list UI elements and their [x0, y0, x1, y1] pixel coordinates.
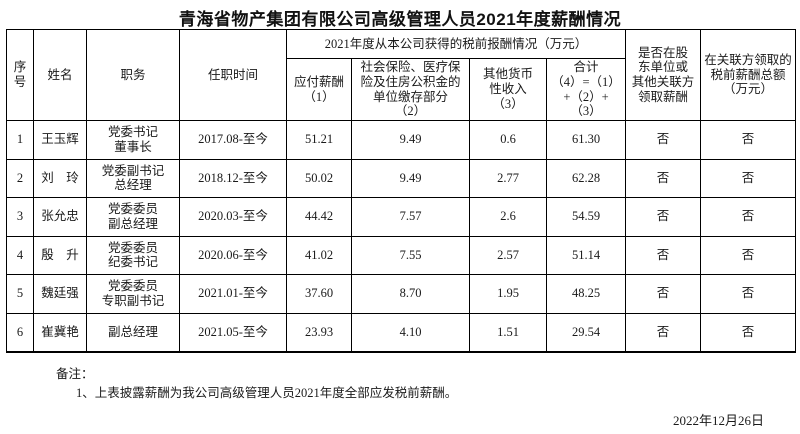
cell-related-flag: 否: [625, 274, 702, 314]
cell-position: 党委书记 董事长: [86, 120, 180, 160]
cell-social: 7.57: [351, 197, 470, 237]
header-related-party-amount: 在关联方领取的 税前薪酬总额 （万元）: [700, 29, 797, 121]
cell-total: 54.59: [545, 197, 627, 237]
table-row: 6 崔冀艳 副总经理 2021.05-至今 23.93 4.10 1.51 29…: [6, 312, 797, 352]
cell-related-flag: 否: [625, 158, 702, 198]
cell-total: 62.28: [545, 158, 627, 198]
cell-total: 48.25: [545, 274, 627, 314]
cell-related-flag: 否: [625, 120, 702, 160]
cell-serial: 4: [6, 235, 34, 275]
cell-related-amount: 否: [700, 235, 797, 275]
table-row: 2 刘 玲 党委副书记 总经理 2018.12-至今 50.02 9.49 2.…: [6, 158, 797, 198]
cell-position: 副总经理: [86, 312, 180, 352]
cell-other: 1.95: [469, 274, 547, 314]
table-row: 1 王玉辉 党委书记 董事长 2017.08-至今 51.21 9.49 0.6…: [6, 120, 797, 160]
cell-social: 9.49: [351, 158, 470, 198]
cell-name: 殷 升: [33, 235, 87, 275]
table-row: 3 张允忠 党委委员 副总经理 2020.03-至今 44.42 7.57 2.…: [6, 197, 797, 237]
cell-position: 党委委员 纪委书记: [86, 235, 180, 275]
cell-tenure: 2021.05-至今: [179, 312, 287, 352]
remarks-block: 备注： 1、上表披露薪酬为我公司高级管理人员2021年度全部应发税前薪酬。: [56, 367, 800, 402]
header-total: 合计 （4）=（1） +（2）+ （3）: [545, 58, 627, 121]
cell-serial: 1: [6, 120, 34, 160]
header-related-party-flag: 是否在股 东单位或 其他关联方 领取薪酬: [625, 29, 702, 121]
cell-other: 1.51: [469, 312, 547, 352]
header-name: 姓名: [33, 29, 87, 121]
cell-other: 2.6: [469, 197, 547, 237]
cell-payable: 37.60: [286, 274, 352, 314]
cell-related-flag: 否: [625, 312, 702, 352]
header-social-insurance: 社会保险、医疗保 险及住房公积金的 单位缴存部分 （2）: [351, 58, 470, 121]
cell-tenure: 2017.08-至今: [179, 120, 287, 160]
cell-social: 4.10: [351, 312, 470, 352]
cell-total: 61.30: [545, 120, 627, 160]
table-row: 5 魏廷强 党委委员 专职副书记 2021.01-至今 37.60 8.70 1…: [6, 274, 797, 314]
cell-name: 崔冀艳: [33, 312, 87, 352]
cell-name: 刘 玲: [33, 158, 87, 198]
cell-social: 9.49: [351, 120, 470, 160]
remarks-label: 备注：: [56, 366, 94, 381]
cell-related-amount: 否: [700, 120, 797, 160]
cell-related-flag: 否: [625, 235, 702, 275]
cell-social: 7.55: [351, 235, 470, 275]
cell-payable: 51.21: [286, 120, 352, 160]
cell-related-amount: 否: [700, 158, 797, 198]
cell-tenure: 2018.12-至今: [179, 158, 287, 198]
header-row-sub: 应付薪酬 （1） 社会保险、医疗保 险及住房公积金的 单位缴存部分 （2） 其他…: [7, 58, 796, 121]
cell-serial: 3: [6, 197, 34, 237]
cell-tenure: 2020.03-至今: [179, 197, 287, 237]
header-other-income: 其他货币 性收入 （3）: [469, 58, 547, 121]
cell-payable: 50.02: [286, 158, 352, 198]
cell-tenure: 2020.06-至今: [179, 235, 287, 275]
cell-payable: 44.42: [286, 197, 352, 237]
document-date: 2022年12月26日: [672, 413, 764, 428]
cell-related-amount: 否: [700, 274, 797, 314]
cell-name: 王玉辉: [33, 120, 87, 160]
remark-item-1: 1、上表披露薪酬为我公司高级管理人员2021年度全部应发税前薪酬。: [76, 386, 458, 401]
cell-social: 8.70: [351, 274, 470, 314]
cell-total: 29.54: [545, 312, 627, 352]
cell-serial: 5: [6, 274, 34, 314]
cell-other: 2.57: [469, 235, 547, 275]
cell-related-flag: 否: [625, 197, 702, 237]
cell-tenure: 2021.01-至今: [179, 274, 287, 314]
cell-name: 魏廷强: [33, 274, 87, 314]
cell-serial: 2: [6, 158, 34, 198]
header-tenure: 任职时间: [179, 29, 287, 121]
cell-position: 党委委员 副总经理: [86, 197, 180, 237]
cell-name: 张允忠: [33, 197, 87, 237]
cell-other: 2.77: [469, 158, 547, 198]
cell-related-amount: 否: [700, 197, 797, 237]
page-title: 青海省物产集团有限公司高级管理人员2021年度薪酬情况: [178, 10, 622, 29]
cell-position: 党委委员 专职副书记: [86, 274, 180, 314]
cell-total: 51.14: [545, 235, 627, 275]
salary-table: 序 号 姓名 职务 任职时间 2021年度从本公司获得的税前报酬情况（万元） 是…: [6, 29, 797, 353]
cell-payable: 23.93: [286, 312, 352, 352]
cell-serial: 6: [6, 312, 34, 352]
header-position: 职务: [86, 29, 180, 121]
header-serial: 序 号: [6, 29, 34, 121]
header-payable: 应付薪酬 （1）: [286, 58, 352, 121]
header-row-top: 序 号 姓名 职务 任职时间 2021年度从本公司获得的税前报酬情况（万元） 是…: [6, 29, 797, 121]
header-group-pretax: 2021年度从本公司获得的税前报酬情况（万元）: [285, 29, 627, 59]
table-body: 1 王玉辉 党委书记 董事长 2017.08-至今 51.21 9.49 0.6…: [6, 120, 797, 352]
cell-position: 党委副书记 总经理: [86, 158, 180, 198]
cell-payable: 41.02: [286, 235, 352, 275]
cell-other: 0.6: [469, 120, 547, 160]
table-header: 序 号 姓名 职务 任职时间 2021年度从本公司获得的税前报酬情况（万元） 是…: [6, 29, 797, 121]
table-row: 4 殷 升 党委委员 纪委书记 2020.06-至今 41.02 7.55 2.…: [6, 235, 797, 275]
cell-related-amount: 否: [700, 312, 797, 352]
